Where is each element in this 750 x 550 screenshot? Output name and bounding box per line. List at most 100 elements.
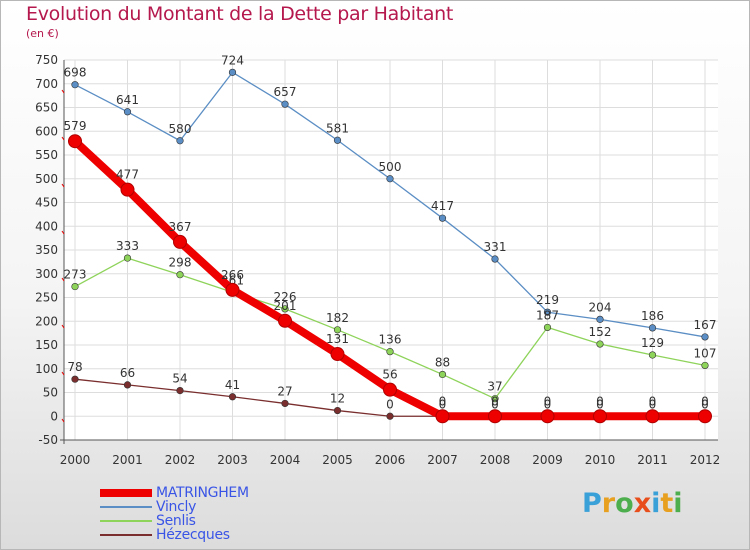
axis-accent-tick — [61, 418, 65, 423]
data-point — [438, 370, 447, 379]
data-point — [383, 382, 397, 397]
logo-letter: o — [615, 488, 634, 519]
data-point — [386, 348, 394, 356]
data-label: 0 — [439, 394, 447, 408]
data-point — [698, 409, 712, 424]
legend-swatch — [100, 520, 152, 522]
y-tick-label: 250 — [35, 291, 58, 305]
x-tick-label: 2007 — [427, 453, 458, 467]
data-label: 41 — [225, 378, 240, 392]
x-tick-label: 2012 — [690, 453, 721, 467]
data-point — [648, 351, 657, 359]
axis-accent-tick — [61, 136, 65, 141]
data-point — [645, 409, 660, 424]
x-tick-label: 2000 — [60, 453, 91, 467]
y-tick-label: 700 — [35, 77, 58, 91]
data-point — [333, 136, 342, 144]
data-label: 266 — [221, 268, 244, 282]
data-label: 204 — [589, 300, 612, 314]
data-label: 167 — [694, 318, 717, 332]
logo-letter: r — [601, 488, 616, 519]
logo-letter: x — [633, 488, 652, 519]
data-label: 477 — [116, 168, 139, 182]
y-tick-label: 0 — [50, 409, 58, 423]
legend-label: Hézecques — [156, 527, 230, 543]
y-tick-label: 150 — [35, 338, 58, 352]
data-label: 0 — [596, 397, 604, 411]
legend: MATRINGHEM Vincly Senlis Hézecques — [100, 485, 400, 543]
logo-letter: i — [673, 488, 683, 519]
data-label: 417 — [431, 199, 454, 213]
data-point — [225, 282, 240, 297]
data-label: 579 — [64, 119, 87, 133]
data-label: 0 — [491, 397, 499, 411]
data-point — [438, 214, 447, 222]
data-point — [701, 361, 709, 370]
proxiti-logo: Proxiti — [582, 488, 683, 519]
legend-item-hezecques: Hézecques — [100, 527, 400, 543]
data-point — [71, 81, 79, 89]
data-label: 0 — [649, 394, 657, 408]
y-tick-label: 500 — [35, 172, 58, 186]
data-label: 0 — [544, 394, 552, 408]
data-label: 0 — [544, 397, 552, 411]
data-point — [123, 108, 132, 116]
data-point — [386, 175, 394, 183]
data-label: 0 — [596, 394, 604, 408]
data-point — [386, 412, 394, 420]
y-tick-label: -50 — [38, 433, 58, 447]
axis-accent-tick — [61, 324, 65, 329]
y-tick-label: 650 — [35, 101, 58, 115]
data-point — [543, 308, 552, 316]
data-label: 201 — [274, 299, 297, 313]
data-point — [701, 333, 709, 341]
legend-swatch — [100, 489, 152, 497]
data-label: 641 — [116, 93, 139, 107]
legend-swatch — [100, 506, 152, 508]
data-label: 0 — [491, 394, 499, 408]
data-label: 367 — [169, 220, 192, 234]
x-tick-label: 2002 — [165, 453, 196, 467]
data-label: 580 — [169, 122, 192, 136]
data-label: 0 — [649, 397, 657, 411]
data-point — [173, 234, 187, 249]
data-label: 37 — [487, 380, 502, 394]
x-tick-label: 2003 — [217, 453, 248, 467]
data-point — [333, 326, 342, 334]
x-tick-label: 2006 — [375, 453, 406, 467]
chart-unit: (en €) — [26, 27, 59, 40]
data-point — [330, 347, 345, 362]
chart-title: Evolution du Montant de la Dette par Hab… — [26, 3, 454, 25]
logo-letter: i — [651, 488, 661, 519]
data-label: 226 — [274, 290, 297, 304]
y-tick-label: 400 — [35, 219, 58, 233]
data-point — [228, 68, 237, 76]
y-tick-label: 50 — [43, 386, 58, 400]
data-label: 657 — [274, 85, 297, 99]
data-label: 298 — [169, 256, 192, 270]
data-label: 12 — [330, 392, 345, 406]
data-point — [176, 137, 184, 145]
data-label: 107 — [694, 346, 717, 360]
data-label: 724 — [221, 53, 244, 67]
data-label: 66 — [120, 366, 135, 380]
data-label: 187 — [536, 308, 559, 322]
data-point — [281, 399, 289, 408]
data-label: 581 — [326, 121, 349, 135]
legend-label: Vincly — [156, 499, 197, 515]
data-point — [333, 406, 342, 415]
data-label: 131 — [326, 332, 349, 346]
data-point — [123, 254, 132, 262]
data-label: 27 — [277, 384, 292, 398]
data-point — [228, 393, 237, 401]
legend-label: MATRINGHEM — [156, 485, 249, 501]
data-label: 0 — [701, 394, 709, 408]
data-label: 186 — [641, 309, 664, 323]
data-point — [648, 324, 657, 332]
data-point — [540, 409, 555, 424]
data-label: 698 — [64, 66, 87, 80]
x-tick-label: 2001 — [112, 453, 143, 467]
y-tick-label: 450 — [35, 196, 58, 210]
data-point — [491, 395, 499, 403]
